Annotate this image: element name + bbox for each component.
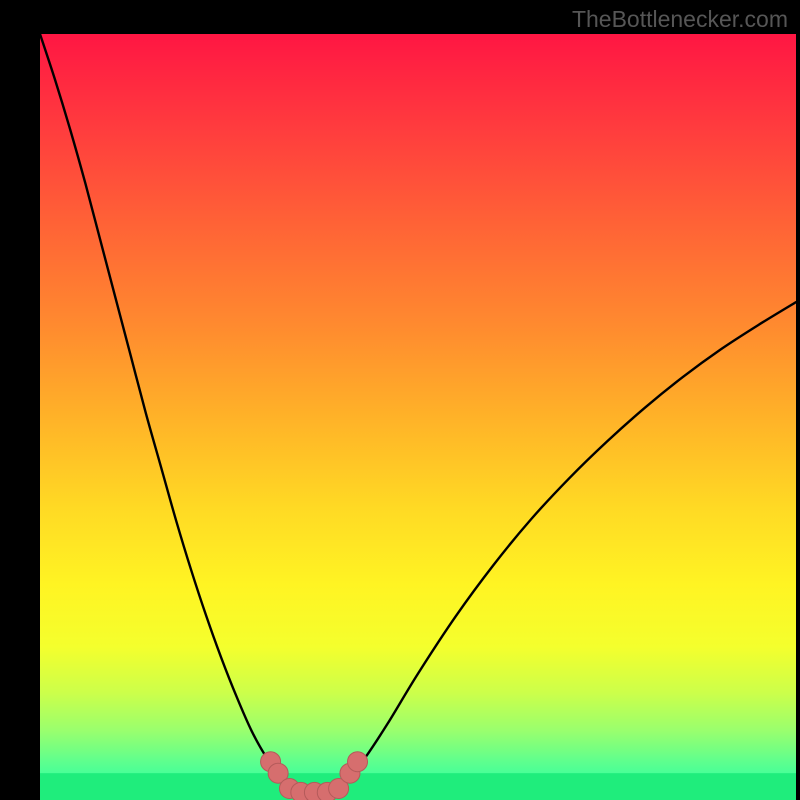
optimal-band [40, 773, 796, 800]
plot-area [40, 34, 796, 800]
gradient-background [40, 34, 796, 800]
data-marker [348, 752, 368, 772]
chart-svg [40, 34, 796, 800]
watermark-text: TheBottlenecker.com [572, 6, 788, 33]
